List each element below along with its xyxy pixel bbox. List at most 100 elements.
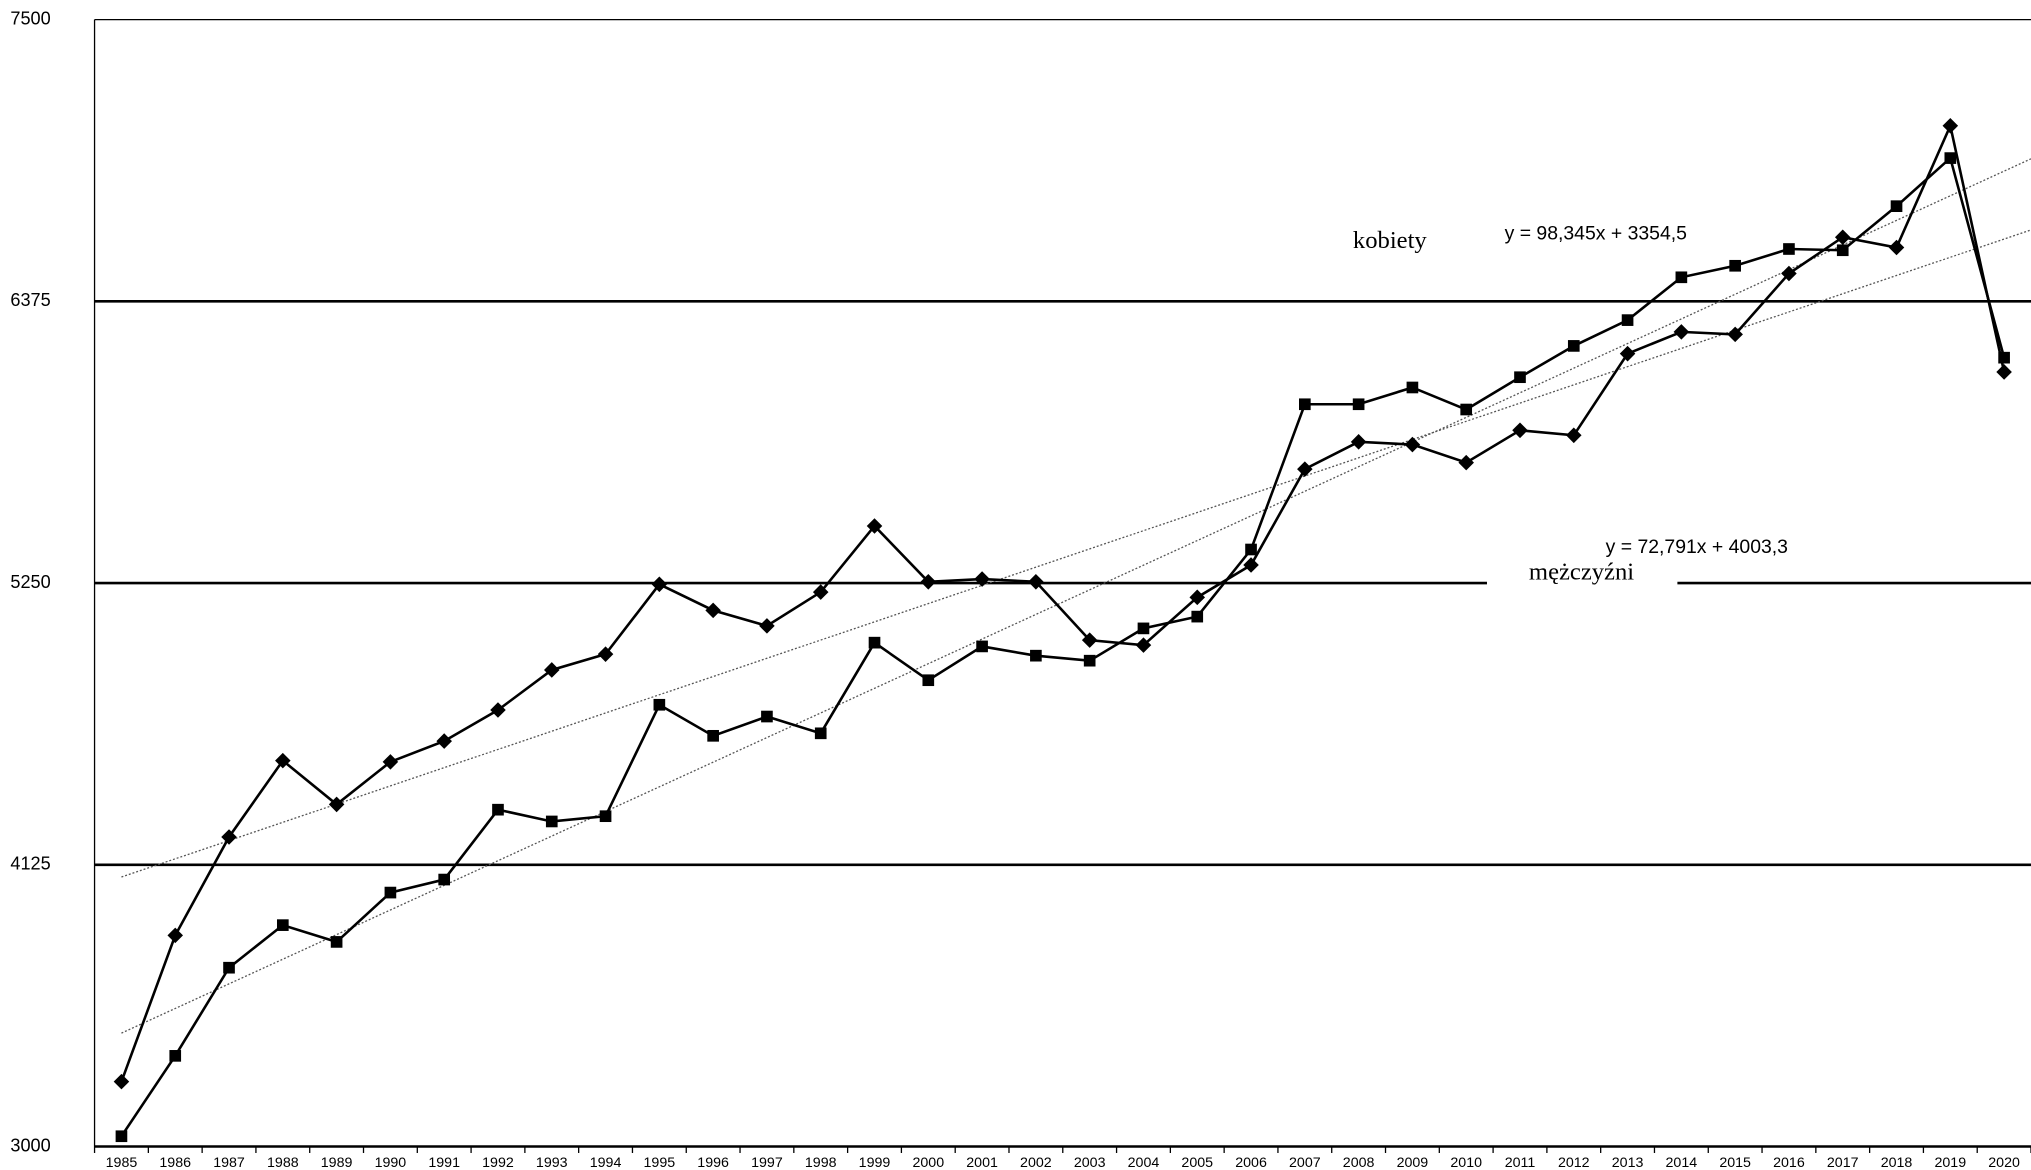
data-point [1836, 244, 1849, 257]
x-tick-label: 1987 [213, 1155, 245, 1170]
data-point [1404, 436, 1421, 453]
data-point [1083, 654, 1096, 667]
data-point [974, 571, 990, 587]
x-tick-label: 1989 [321, 1155, 353, 1170]
x-tick-label: 1991 [428, 1155, 460, 1170]
y-tick-label: 4125 [10, 854, 50, 874]
data-point [167, 927, 184, 944]
data-point [1890, 200, 1903, 213]
data-point [543, 662, 560, 678]
x-tick-label: 1997 [751, 1155, 783, 1170]
data-point [1729, 259, 1741, 272]
data-point [1888, 239, 1905, 256]
y-tick-label: 7500 [10, 8, 50, 28]
data-point [438, 873, 451, 886]
data-point [1727, 326, 1743, 343]
data-point [1243, 557, 1259, 573]
x-tick-label: 2003 [1074, 1155, 1106, 1170]
data-point [113, 1073, 130, 1090]
x-tick-label: 1999 [859, 1155, 891, 1170]
trend-equation: y = 98,345x + 3354,5 [1505, 223, 1687, 245]
data-point [1081, 632, 1098, 648]
data-point [1783, 243, 1795, 255]
data-point [276, 919, 289, 931]
data-point [492, 803, 504, 816]
y-tick-label: 5250 [10, 572, 50, 592]
x-tick-label: 1985 [106, 1155, 138, 1170]
x-tick-label: 2019 [1934, 1155, 1966, 1170]
data-point [705, 602, 721, 619]
data-point [169, 1050, 182, 1062]
data-point [1299, 398, 1311, 411]
data-point [490, 702, 506, 718]
x-tick-label: 1990 [375, 1155, 407, 1170]
x-tick-label: 2004 [1128, 1155, 1160, 1170]
x-tick-label: 1993 [536, 1155, 568, 1170]
data-point [814, 727, 827, 740]
x-tick-label: 2008 [1343, 1155, 1375, 1170]
data-point [976, 640, 988, 653]
series-line [120, 121, 2006, 1083]
data-point [812, 584, 829, 600]
data-point [1621, 314, 1634, 326]
data-point [384, 886, 397, 899]
data-point [1942, 118, 1959, 134]
data-point [1030, 649, 1042, 662]
series-line [120, 155, 2006, 1137]
data-point [1028, 574, 1044, 590]
x-tick-label: 2006 [1235, 1155, 1267, 1170]
y-tick-label: 3000 [10, 1135, 50, 1155]
data-point [1998, 351, 2010, 364]
annotation: mężczyźni [1529, 559, 1634, 586]
x-tick-label: 1986 [159, 1155, 191, 1170]
data-point [115, 1130, 128, 1143]
data-point [1834, 229, 1851, 245]
x-tick-label: 2010 [1450, 1155, 1482, 1170]
x-tick-label: 1994 [590, 1155, 622, 1170]
data-point [330, 936, 343, 948]
data-point [328, 796, 345, 813]
data-point [1514, 371, 1526, 384]
x-tick-label: 2013 [1612, 1155, 1644, 1170]
data-point [1406, 381, 1419, 394]
data-point [599, 810, 612, 823]
x-tick-label: 1995 [644, 1155, 676, 1170]
data-point [759, 618, 775, 634]
data-point [1566, 427, 1582, 444]
annotation: kobiety [1353, 227, 1428, 254]
x-tick-label: 2005 [1181, 1155, 1213, 1170]
x-tick-label: 2001 [966, 1155, 998, 1170]
data-point [868, 636, 881, 649]
x-tick-label: 2007 [1289, 1155, 1321, 1170]
data-point [1137, 622, 1150, 635]
x-tick-label: 2014 [1666, 1155, 1698, 1170]
data-point [922, 674, 935, 687]
data-point [1460, 403, 1473, 416]
data-point [920, 574, 937, 590]
x-tick-label: 1988 [267, 1155, 299, 1170]
x-tick-label: 2016 [1773, 1155, 1805, 1170]
trendline [121, 158, 2031, 1034]
data-point [1567, 340, 1580, 352]
data-point [1996, 364, 2012, 380]
data-point [1352, 398, 1365, 411]
data-point [382, 754, 399, 770]
x-tick-label: 1998 [805, 1155, 837, 1170]
x-tick-label: 2018 [1881, 1155, 1913, 1170]
label-mask [1486, 579, 1678, 590]
data-point [1675, 271, 1688, 284]
data-point [1512, 422, 1528, 439]
data-point [707, 729, 719, 742]
data-point [653, 698, 666, 711]
data-point [1944, 152, 1957, 164]
data-point [1673, 324, 1690, 340]
trend-equation: y = 72,791x + 4003,3 [1606, 536, 1788, 558]
data-point [545, 815, 558, 828]
y-tick-label: 6375 [10, 290, 50, 310]
data-point [1297, 461, 1313, 477]
data-point [866, 518, 883, 534]
x-tick-label: 1996 [697, 1155, 729, 1170]
